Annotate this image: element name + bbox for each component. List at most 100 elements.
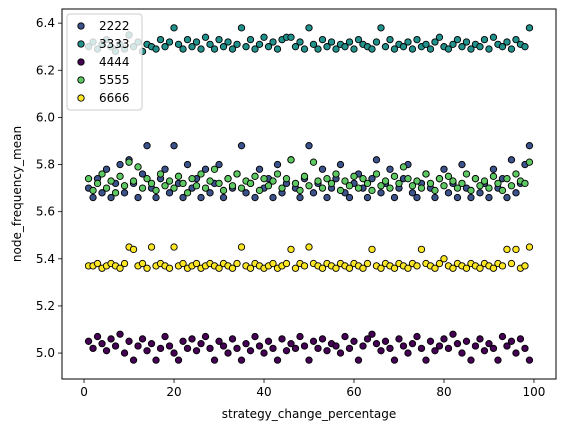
data-point <box>387 345 393 351</box>
data-point <box>171 350 177 356</box>
data-point <box>148 244 154 250</box>
y-tick-label: 5.8 <box>36 158 55 172</box>
data-point <box>225 39 231 45</box>
data-point <box>279 336 285 342</box>
data-point <box>342 333 348 339</box>
data-point <box>234 260 240 266</box>
data-point <box>364 180 370 186</box>
data-point <box>166 39 172 45</box>
data-point <box>441 166 447 172</box>
data-point <box>337 350 343 356</box>
data-point <box>117 161 123 167</box>
data-point <box>292 180 298 186</box>
data-point <box>409 46 415 52</box>
data-point <box>279 185 285 191</box>
data-point <box>382 338 388 344</box>
data-point <box>301 173 307 179</box>
data-point <box>477 336 483 342</box>
data-point <box>445 190 451 196</box>
data-point <box>153 46 159 52</box>
data-point <box>166 265 172 271</box>
data-point <box>522 180 528 186</box>
data-point <box>315 46 321 52</box>
data-point <box>117 173 123 179</box>
data-point <box>157 171 163 177</box>
data-point <box>346 39 352 45</box>
data-point <box>432 187 438 193</box>
data-point <box>184 345 190 351</box>
x-tick-label: 40 <box>256 385 271 399</box>
data-point <box>256 187 262 193</box>
data-point <box>94 180 100 186</box>
data-point <box>414 263 420 269</box>
data-point <box>355 185 361 191</box>
data-point <box>499 333 505 339</box>
data-point <box>436 175 442 181</box>
data-point <box>490 345 496 351</box>
data-point <box>472 343 478 349</box>
data-point <box>90 187 96 193</box>
data-point <box>310 190 316 196</box>
data-point <box>202 333 208 339</box>
data-point <box>238 142 244 148</box>
data-point <box>468 187 474 193</box>
data-point <box>270 345 276 351</box>
data-point <box>391 173 397 179</box>
legend-marker <box>78 59 84 65</box>
data-point <box>288 246 294 252</box>
data-point <box>175 357 181 363</box>
data-point <box>508 260 514 266</box>
data-point <box>306 183 312 189</box>
data-point <box>144 265 150 271</box>
data-point <box>256 343 262 349</box>
data-point <box>378 190 384 196</box>
data-point <box>171 244 177 250</box>
data-point <box>382 178 388 184</box>
data-point <box>445 345 451 351</box>
data-point <box>166 343 172 349</box>
data-point <box>418 185 424 191</box>
data-point <box>391 194 397 200</box>
data-point <box>351 173 357 179</box>
legend-label: 6666 <box>99 91 130 105</box>
data-point <box>211 46 217 52</box>
data-point <box>369 46 375 52</box>
data-point <box>202 185 208 191</box>
x-tick-label: 20 <box>166 385 181 399</box>
data-point <box>441 336 447 342</box>
data-point <box>526 244 532 250</box>
data-point <box>274 161 280 167</box>
series-6666 <box>85 244 532 272</box>
data-point <box>202 34 208 40</box>
data-point <box>297 333 303 339</box>
data-point <box>306 25 312 31</box>
data-point <box>229 336 235 342</box>
data-point <box>297 194 303 200</box>
x-axis-label: strategy_change_percentage <box>222 407 397 421</box>
data-point <box>387 185 393 191</box>
data-point <box>301 343 307 349</box>
data-point <box>117 331 123 337</box>
legend-marker <box>78 41 84 47</box>
data-point <box>148 180 154 186</box>
x-tick-label: 60 <box>346 385 361 399</box>
data-point <box>513 171 519 177</box>
data-point <box>459 180 465 186</box>
data-point <box>112 190 118 196</box>
data-point <box>315 178 321 184</box>
data-point <box>369 187 375 193</box>
data-point <box>468 194 474 200</box>
data-point <box>135 194 141 200</box>
data-point <box>504 194 510 200</box>
data-point <box>193 39 199 45</box>
data-point <box>216 36 222 42</box>
data-point <box>324 348 330 354</box>
data-point <box>108 178 114 184</box>
data-point <box>463 338 469 344</box>
y-tick-label: 5.4 <box>36 252 55 266</box>
data-point <box>405 39 411 45</box>
data-point <box>139 185 145 191</box>
data-point <box>364 260 370 266</box>
data-point <box>414 36 420 42</box>
data-point <box>373 157 379 163</box>
